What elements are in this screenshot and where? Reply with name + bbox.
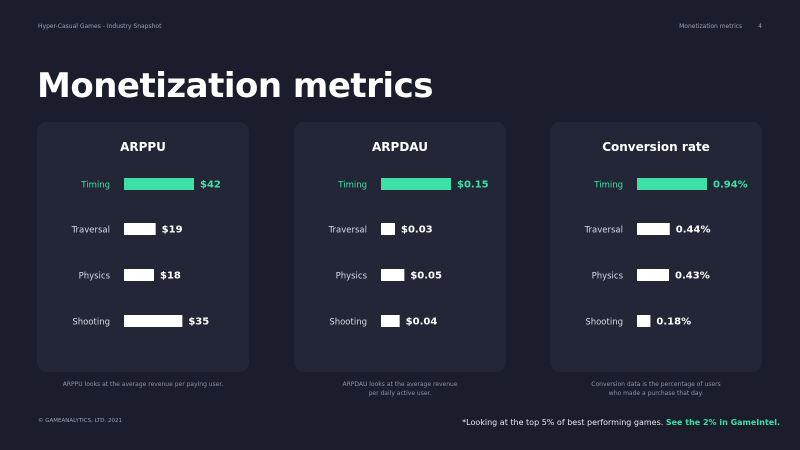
conversion-card: Conversion rate Timing 0.94% Traversal 0.44… <box>550 122 762 372</box>
bar-traversal <box>637 223 670 235</box>
arppu-card: ARPPU Timing $42 Traversal $19 Physics $18 Sho… <box>37 122 249 372</box>
category-label: Timing <box>80 181 110 191</box>
category-label: Physics <box>336 272 368 282</box>
bar-timing <box>381 178 451 190</box>
value-label: $35 <box>188 317 209 328</box>
value-label: $18 <box>160 271 181 282</box>
copyright: © GAMEANALYTICS, LTD. 2021 <box>38 418 123 424</box>
value-label: 0.94% <box>713 180 748 191</box>
category-label: Physics <box>592 272 624 282</box>
value-label: 0.43% <box>675 271 710 282</box>
arppu-bar-chart: Timing $42 Traversal $19 Physics $18 Shooting $… <box>71 178 221 328</box>
conversion-note: Conversion data is the percentage of use… <box>591 381 721 397</box>
bar-shooting <box>381 315 400 327</box>
category-label: Timing <box>593 181 623 191</box>
category-label: Traversal <box>584 226 623 236</box>
value-label: $42 <box>200 180 221 191</box>
section-name: Monetization metrics <box>679 23 743 30</box>
card-title: ARPPU <box>120 140 166 154</box>
value-label: $0.05 <box>410 271 442 282</box>
bar-shooting <box>637 315 651 327</box>
value-label: 0.44% <box>676 225 711 236</box>
arpdau-bar-chart: Timing $0.15 Traversal $0.03 Physics $0.05 Sho… <box>328 178 489 328</box>
arppu-note: ARPPU looks at the average revenue per p… <box>62 381 224 388</box>
page-number: 4 <box>758 23 762 30</box>
arpdau-card: ARPDAU Timing $0.15 Traversal $0.03 Physics $… <box>294 122 506 372</box>
card-title: ARPDAU <box>372 140 428 154</box>
gameintel-link[interactable]: See the 2% in GameIntel. <box>665 418 780 427</box>
bar-timing <box>124 178 194 190</box>
category-label: Shooting <box>72 318 110 328</box>
category-label: Physics <box>79 272 111 282</box>
footnote-text: *Looking at the top 5% of best performin… <box>462 418 664 427</box>
value-label: $0.15 <box>457 180 489 191</box>
value-label: $0.04 <box>406 317 438 328</box>
value-label: $0.03 <box>401 225 433 236</box>
conversion-bar-chart: Timing 0.94% Traversal 0.44% Physics 0.43% Sho… <box>584 178 748 328</box>
category-label: Timing <box>337 181 367 191</box>
bar-shooting <box>124 315 183 327</box>
report-title: Hyper-Casual Games - Industry Snapshot <box>38 23 162 30</box>
category-label: Shooting <box>329 318 367 328</box>
arpdau-note: ARPDAU looks at the average revenue per … <box>342 381 458 397</box>
page-title: Monetization metrics <box>37 66 433 106</box>
bar-traversal <box>381 223 395 235</box>
bar-physics <box>637 269 670 281</box>
card-title: Conversion rate <box>602 140 710 154</box>
bar-physics <box>124 269 154 281</box>
page-header-right: Monetization metrics 4 <box>679 23 762 30</box>
category-label: Traversal <box>328 226 367 236</box>
value-label: $19 <box>162 225 183 236</box>
category-label: Traversal <box>71 226 110 236</box>
category-label: Shooting <box>585 318 623 328</box>
value-label: 0.18% <box>656 317 691 328</box>
bar-timing <box>637 178 707 190</box>
bar-traversal <box>124 223 156 235</box>
footnote: *Looking at the top 5% of best performin… <box>462 418 780 427</box>
bar-physics <box>381 269 405 281</box>
